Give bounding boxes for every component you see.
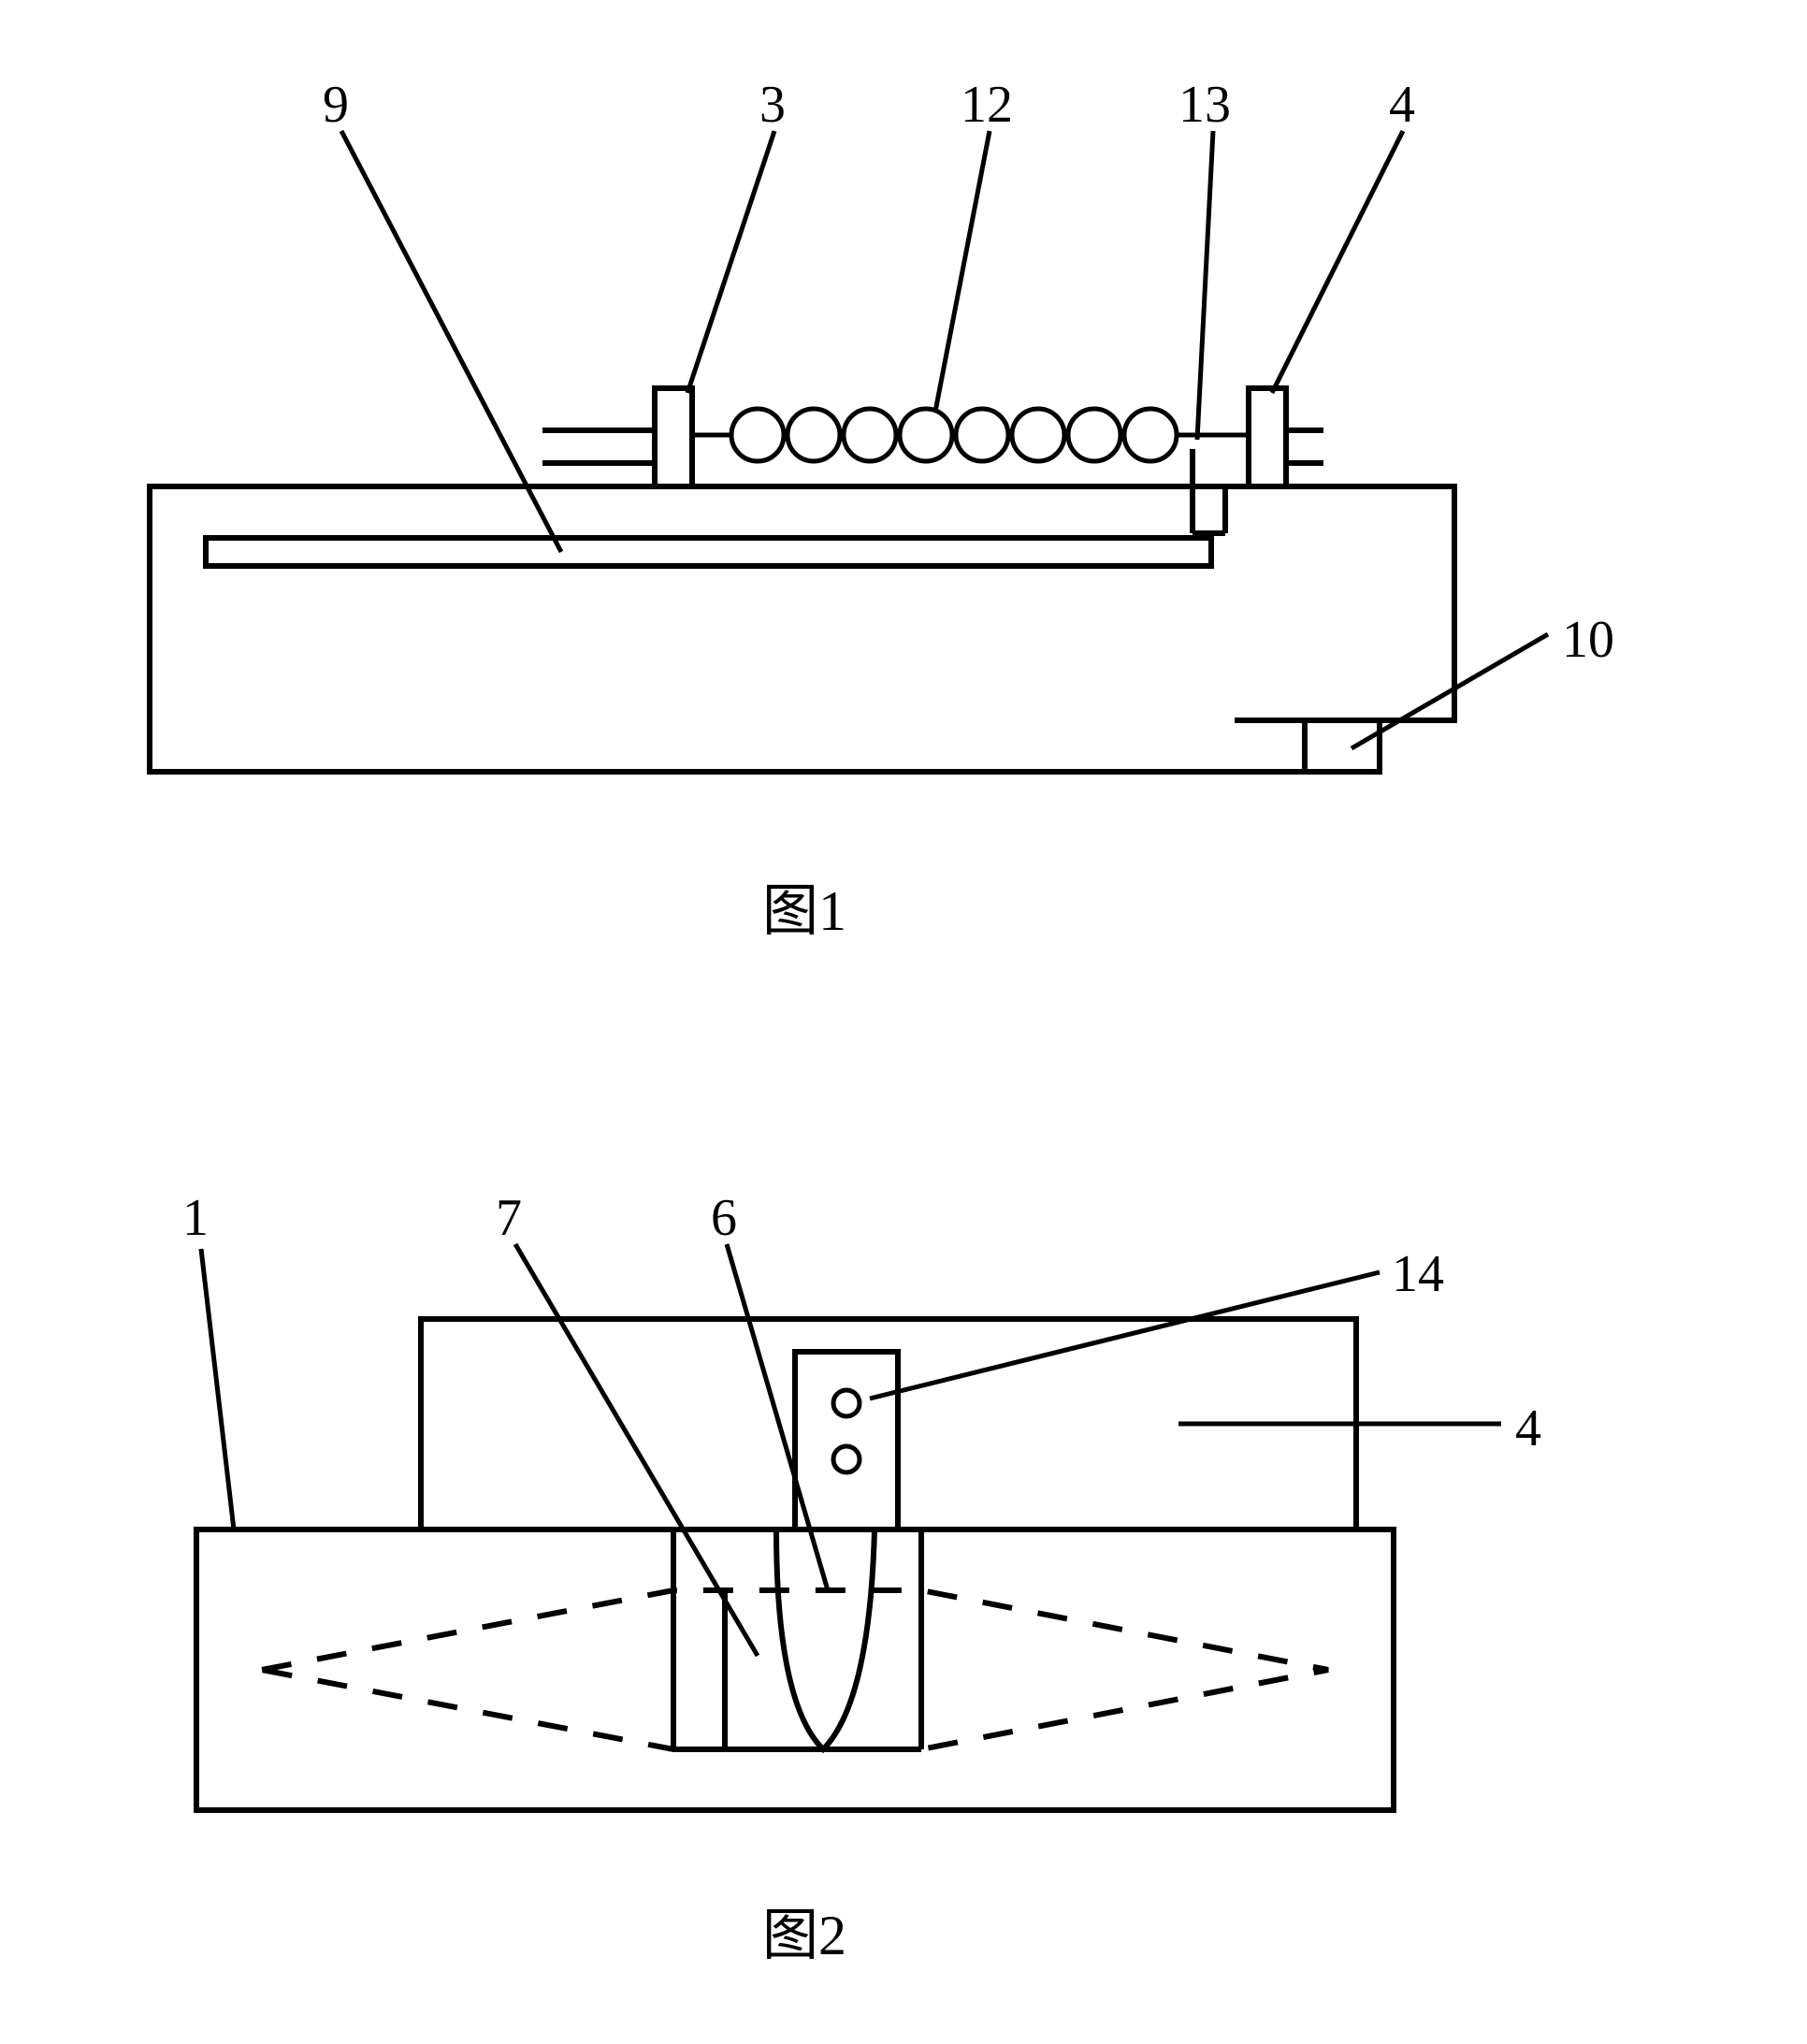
leader-14 — [870, 1272, 1380, 1399]
tab-14 — [795, 1352, 898, 1529]
leader-1 — [201, 1249, 234, 1529]
figure-2-svg — [0, 0, 1807, 2044]
front-rect — [196, 1529, 1394, 1810]
figure-2-caption: 图2 — [762, 1890, 846, 1971]
